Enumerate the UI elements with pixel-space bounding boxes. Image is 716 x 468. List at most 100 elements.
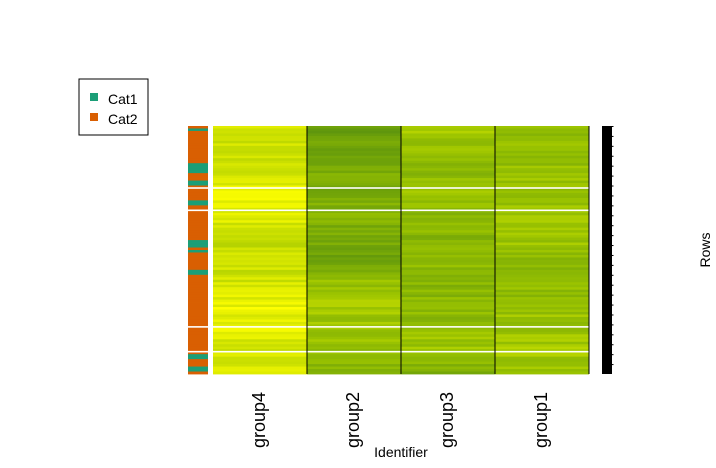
- heatmap-cell: [307, 220, 401, 224]
- heatmap-cell: [213, 366, 307, 370]
- annotation-cell: [188, 252, 208, 256]
- heatmap-cell: [213, 220, 307, 224]
- heatmap-cell: [213, 163, 307, 167]
- heatmap-cell: [401, 354, 495, 358]
- heatmap-cell: [401, 145, 495, 149]
- heatmap-cell: [495, 202, 589, 206]
- annotation-cell: [188, 245, 208, 248]
- heatmap-cell: [495, 321, 589, 325]
- heatmap-cell: [213, 294, 307, 298]
- annotation-cell: [188, 319, 208, 323]
- heatmap-cell: [401, 259, 495, 263]
- heatmap-cell: [213, 344, 307, 348]
- heatmap-cell: [495, 133, 589, 137]
- annotation-cell: [188, 369, 208, 372]
- annotation-cell: [188, 277, 208, 281]
- heatmap-cell: [307, 247, 401, 251]
- heatmap-cell: [401, 175, 495, 179]
- annotation-cell: [188, 190, 208, 194]
- annotation-cell: [188, 232, 208, 236]
- row-label-tick: [612, 324, 614, 326]
- heatmap-cell: [495, 242, 589, 246]
- heatmap-cell: [495, 126, 589, 129]
- heatmap-cell: [495, 247, 589, 251]
- heatmap-cell: [495, 369, 589, 372]
- row-label-tick: [612, 294, 614, 296]
- heatmap-cell: [401, 277, 495, 281]
- heatmap-cell: [401, 294, 495, 298]
- annotation-cell: [188, 341, 208, 345]
- annotation-cell: [188, 302, 208, 305]
- heatmap-cell: [495, 168, 589, 172]
- heatmap-cell: [213, 225, 307, 229]
- annotation-cell: [188, 163, 208, 167]
- heatmap-cell: [307, 178, 401, 181]
- heatmap-cell: [307, 331, 401, 335]
- heatmap-cell: [401, 341, 495, 345]
- heatmap-cell: [213, 309, 307, 313]
- heatmap-cell: [213, 307, 307, 310]
- heatmap-cell: [401, 163, 495, 167]
- heatmap-cell: [495, 284, 589, 288]
- annotation-cell: [188, 240, 208, 243]
- heatmap-cell: [307, 215, 401, 219]
- heatmap-cell: [213, 319, 307, 323]
- heatmap-cell: [401, 269, 495, 273]
- heatmap-cell: [495, 302, 589, 305]
- heatmap-cell: [213, 331, 307, 335]
- heatmap-cell: [213, 145, 307, 149]
- annotation-cell: [188, 138, 208, 142]
- heatmap-cell: [213, 158, 307, 162]
- heatmap-cell: [401, 344, 495, 348]
- annotation-cell: [188, 354, 208, 358]
- heatmap-cell: [401, 183, 495, 186]
- heatmap-cell: [401, 215, 495, 219]
- x-axis-title: Identifier: [374, 444, 428, 460]
- heatmap-cell: [495, 344, 589, 348]
- heatmap-cell: [401, 274, 495, 278]
- heatmap-cell: [401, 339, 495, 343]
- heatmap-cell: [495, 289, 589, 293]
- heatmap-cell: [401, 135, 495, 139]
- heatmap-cell: [495, 259, 589, 263]
- heatmap-cell: [213, 173, 307, 176]
- heatmap-cell: [307, 287, 401, 291]
- category-annotation-bar: [188, 126, 208, 375]
- heatmap-cell: [213, 185, 307, 189]
- heatmap-cell: [401, 284, 495, 288]
- heatmap-cell: [213, 302, 307, 305]
- heatmap-cell: [495, 299, 589, 303]
- heatmap-cell: [495, 361, 589, 365]
- heatmap-cell: [495, 188, 589, 191]
- heatmap-cell: [401, 235, 495, 238]
- heatmap-cell: [307, 371, 401, 375]
- heatmap-cell: [401, 346, 495, 350]
- row-label-tick: [612, 165, 614, 167]
- heatmap-cell: [307, 316, 401, 320]
- annotation-cell: [188, 312, 208, 315]
- heatmap-cell: [401, 185, 495, 189]
- heatmap-cell: [213, 369, 307, 372]
- heatmap-cell: [401, 155, 495, 159]
- heatmap-cell: [401, 220, 495, 224]
- legend: Cat1 Cat2: [78, 78, 149, 136]
- row-label-tick: [612, 304, 614, 306]
- row-label-tick: [612, 205, 614, 207]
- heatmap-cell: [495, 220, 589, 224]
- heatmap-cell: [401, 351, 495, 355]
- heatmap-cell: [213, 195, 307, 199]
- row-label-tick: [612, 274, 614, 276]
- heatmap-cell: [401, 150, 495, 154]
- heatmap-cell: [213, 183, 307, 186]
- heatmap-cell: [401, 242, 495, 246]
- heatmap-cell: [307, 359, 401, 362]
- heatmap-cell: [495, 371, 589, 375]
- heatmap-cell: [213, 259, 307, 263]
- heatmap-cell: [495, 287, 589, 291]
- legend-label-cat2: Cat2: [108, 111, 138, 127]
- annotation-cell: [188, 259, 208, 263]
- row-gap-annotation: [188, 350, 208, 353]
- heatmap-cell: [307, 227, 401, 231]
- heatmap-cell: [213, 326, 307, 330]
- heatmap-cell: [495, 250, 589, 253]
